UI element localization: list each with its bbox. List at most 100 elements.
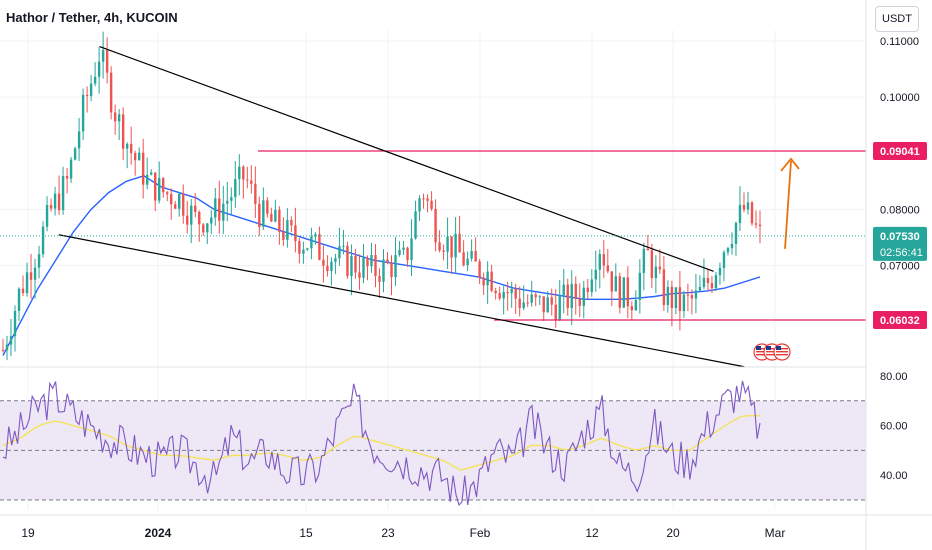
candle-body [654, 266, 658, 279]
flag-stripe [756, 351, 768, 353]
candle-body [166, 192, 169, 195]
candle-body [17, 288, 21, 311]
candle-body [426, 198, 429, 201]
candle-body [214, 198, 217, 218]
candle-body [662, 269, 666, 306]
candle-body [634, 299, 638, 311]
flag-icon[interactable] [753, 343, 791, 361]
candle-body [486, 271, 489, 286]
price-badge [873, 311, 927, 329]
candle-body [402, 247, 405, 250]
candle-body [1, 349, 5, 351]
horizontal-levels [258, 150, 866, 321]
trendline [99, 46, 714, 272]
price-tick-label: 0.07000 [880, 261, 920, 273]
candle-body [145, 174, 149, 185]
candle-body [394, 255, 397, 278]
candle-body [566, 284, 569, 309]
candle-body [474, 251, 477, 262]
candle-body [706, 278, 710, 284]
candle-body [186, 215, 189, 225]
candle-body [526, 302, 529, 304]
flag-canton [766, 346, 771, 350]
candle-body [450, 236, 453, 258]
candle-body [290, 219, 293, 226]
candle-body [149, 172, 153, 175]
candle-body [238, 166, 241, 180]
candle-body [406, 247, 409, 261]
countdown-label: 02:56:41 [880, 247, 923, 259]
rsi-axis: 80.00 60.00 40.00 [880, 371, 908, 482]
candle-body [622, 277, 626, 308]
candle-body [502, 291, 505, 299]
candle-body [658, 266, 662, 270]
candle-body [326, 265, 329, 272]
candle-body [178, 193, 181, 209]
candle-body [57, 193, 61, 211]
candle-body [202, 224, 205, 233]
candle-body [194, 205, 197, 212]
candle-body [334, 258, 337, 262]
candle-body [21, 288, 25, 294]
flag-stripe [756, 354, 768, 356]
candle-body [398, 249, 401, 256]
candle-body [137, 152, 141, 161]
time-tick-label: 15 [299, 526, 313, 540]
candle-body [606, 265, 609, 272]
candle-body [582, 287, 585, 306]
candle-body [294, 225, 297, 242]
candle-body [750, 202, 754, 224]
candle-body [498, 293, 501, 299]
candle-body [458, 233, 461, 253]
candle-body [478, 261, 481, 278]
candle-body [218, 198, 221, 221]
price-badge [873, 226, 927, 261]
candle-body [378, 276, 381, 282]
candle-body [117, 114, 121, 122]
candle-body [618, 276, 622, 308]
candle-body [101, 49, 105, 62]
candle-body [154, 172, 157, 201]
candle-body [574, 283, 577, 300]
candle-body [550, 297, 553, 305]
rsi-tick-label: 80.00 [880, 371, 908, 383]
rsi-ma-line [2, 415, 760, 471]
candle-body [558, 295, 561, 320]
candle-body [690, 295, 694, 299]
time-tick-label: 12 [585, 526, 599, 540]
candle-body [722, 252, 726, 268]
candle-body [610, 271, 614, 292]
flag-stripe [776, 351, 788, 353]
candle-body [198, 211, 201, 225]
candle-body [158, 178, 161, 201]
candle-body [53, 193, 57, 209]
candle-body [530, 294, 533, 303]
candle-body [390, 262, 393, 278]
candle-body [418, 198, 421, 212]
candle-body [25, 272, 29, 294]
candle-body [206, 223, 209, 233]
currency-button[interactable]: USDT [875, 6, 919, 32]
candle-body [642, 248, 646, 273]
rsi-pane [0, 380, 866, 507]
price-badge-label: 0.06032 [880, 315, 920, 327]
candle-body [362, 257, 365, 278]
time-tick-label: Mar [765, 526, 786, 540]
arrow-shaft [784, 160, 792, 249]
candle-body [29, 272, 33, 280]
candle-body [630, 306, 634, 311]
price-tick-label: 0.08000 [880, 204, 920, 216]
price-labels: 0.09041 0.07530 02:56:41 0.06032 [873, 142, 927, 329]
candle-body [742, 204, 746, 210]
chart-title: Hathor / Tether, 4h, KUCOIN [6, 10, 178, 25]
candle-body [230, 197, 233, 201]
candle-body [342, 245, 345, 247]
trendlines [58, 46, 745, 368]
projection-arrow [780, 157, 800, 249]
candle-body [49, 205, 53, 209]
moving-average-line [2, 175, 761, 356]
candle-body [246, 179, 249, 181]
candle-body [446, 236, 449, 252]
candle-body [13, 310, 17, 337]
